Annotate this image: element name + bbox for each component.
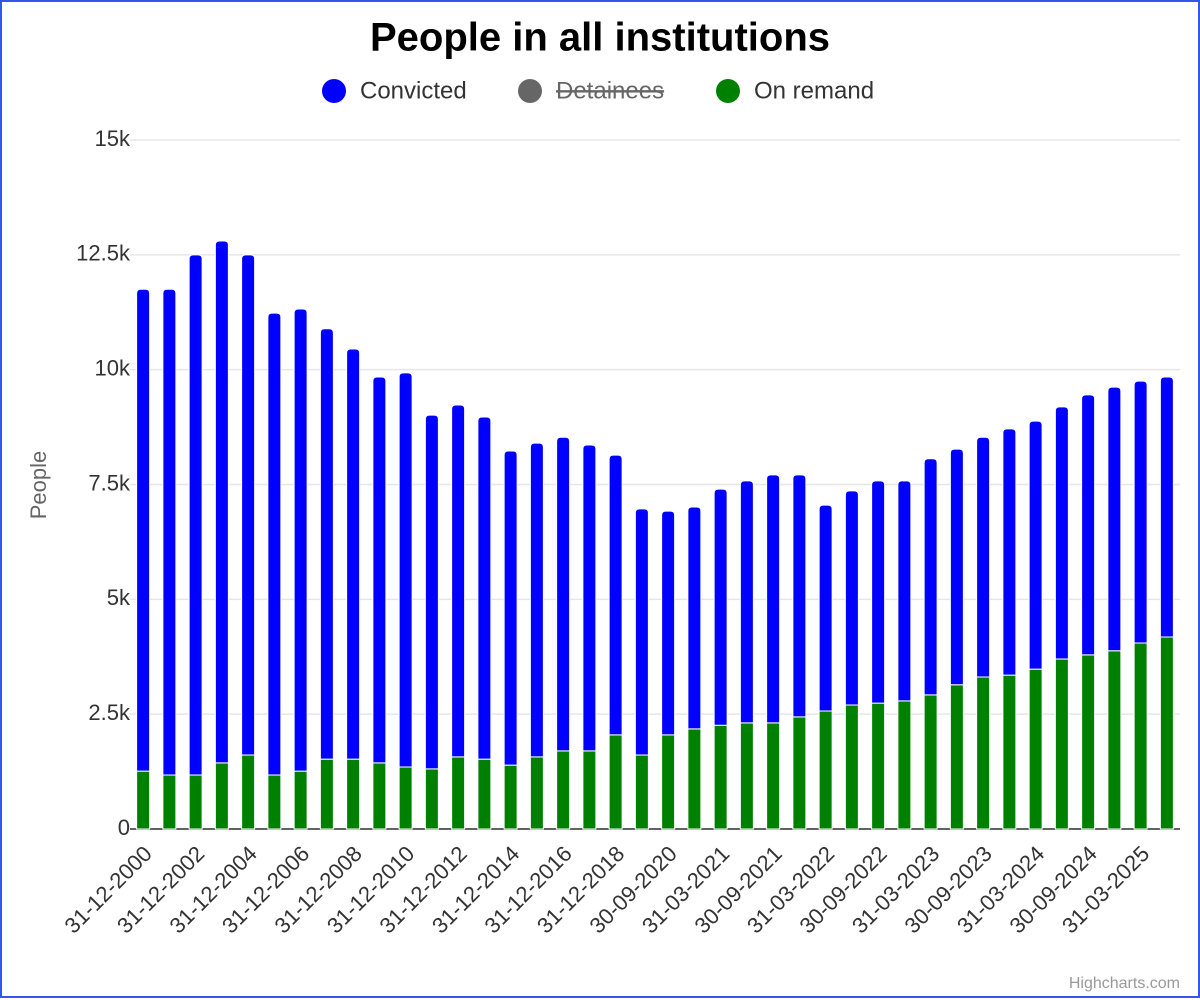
bar-segment — [188, 774, 203, 830]
bar-segment — [1081, 654, 1096, 830]
bar-segment — [582, 444, 597, 752]
legend-label: Convicted — [360, 77, 467, 104]
bar-segment — [372, 762, 387, 830]
bar-segment — [923, 458, 938, 696]
bar-segment — [739, 480, 754, 724]
bar-segment — [661, 734, 676, 830]
bar-segment — [949, 684, 964, 830]
bar-segment — [162, 774, 177, 830]
bar-segment — [661, 510, 676, 736]
bar-segment — [1002, 428, 1017, 676]
bar-segment — [556, 750, 571, 830]
bar-segment — [1107, 650, 1122, 830]
bar-segment — [844, 704, 859, 830]
bar-segment — [319, 758, 334, 830]
bar-segment — [687, 506, 702, 730]
chart-title: People in all institutions — [370, 16, 830, 60]
bar-segment — [1133, 642, 1148, 830]
bar-segment — [608, 454, 623, 736]
bar-segment — [687, 728, 702, 830]
bar-segment — [214, 762, 229, 830]
bar-segment — [136, 288, 151, 772]
bar-segment — [529, 756, 544, 830]
credits: Highcharts.com — [1069, 975, 1180, 992]
bar-segment — [739, 722, 754, 830]
bar-segment — [1054, 658, 1069, 830]
bar-segment — [293, 770, 308, 830]
bar-segment — [582, 750, 597, 830]
bar-segment — [346, 348, 361, 760]
bar-segment — [451, 756, 466, 830]
bar-segment — [634, 508, 649, 756]
bar-segment — [529, 442, 544, 758]
bar-segment — [188, 254, 203, 776]
bar-segment — [949, 448, 964, 686]
y-tick-label: 10k — [95, 355, 131, 380]
bar-segment — [792, 716, 807, 830]
bar-segment — [923, 694, 938, 830]
bar-segment — [1054, 406, 1069, 660]
bar-segment — [214, 240, 229, 764]
bar-segment — [1107, 386, 1122, 652]
bar-segment — [818, 504, 833, 712]
y-tick-label: 15k — [95, 126, 131, 151]
bar-segment — [871, 702, 886, 830]
legend-label: On remand — [754, 77, 874, 104]
bar-segment — [162, 288, 177, 776]
bar-segment — [1028, 420, 1043, 670]
legend-marker — [322, 79, 346, 103]
bar-segment — [634, 754, 649, 830]
bar-segment — [503, 450, 518, 766]
bar-segment — [1002, 674, 1017, 830]
bar-segment — [451, 404, 466, 758]
bar-segment — [398, 766, 413, 830]
legend-marker — [716, 79, 740, 103]
bar-segment — [346, 758, 361, 830]
bar-segment — [241, 254, 256, 756]
bar-segment — [556, 436, 571, 752]
y-axis-title: People — [26, 451, 51, 520]
bar-segment — [976, 436, 991, 678]
bar-segment — [766, 474, 781, 724]
legend-marker — [518, 79, 542, 103]
bar-segment — [372, 376, 387, 764]
bar-segment — [713, 488, 728, 726]
bar-segment — [766, 722, 781, 830]
bar-segment — [477, 758, 492, 830]
y-tick-label: 0 — [118, 815, 130, 840]
bar-segment — [792, 474, 807, 718]
bar-segment — [1028, 668, 1043, 830]
bar-segment — [608, 734, 623, 830]
legend-label: Detainees — [556, 77, 664, 104]
y-tick-label: 5k — [107, 585, 131, 610]
bar-segment — [398, 372, 413, 768]
bar-segment — [293, 308, 308, 772]
bar-segment — [424, 414, 439, 770]
y-tick-label: 12.5k — [76, 241, 131, 266]
bar-segment — [1159, 376, 1174, 638]
bar-segment — [713, 724, 728, 830]
bar-segment — [1133, 380, 1148, 644]
y-tick-label: 2.5k — [88, 700, 131, 725]
bar-segment — [319, 328, 334, 760]
bar-segment — [267, 312, 282, 776]
bar-segment — [1081, 394, 1096, 656]
bar-segment — [136, 770, 151, 830]
y-tick-label: 7.5k — [88, 470, 131, 495]
bar-segment — [897, 700, 912, 830]
bar-segment — [1159, 636, 1174, 830]
bar-segment — [871, 480, 886, 704]
bar-segment — [818, 710, 833, 830]
bar-segment — [267, 774, 282, 830]
bar-segment — [503, 764, 518, 830]
bar-segment — [976, 676, 991, 830]
bar-segment — [897, 480, 912, 702]
bar-segment — [241, 754, 256, 830]
bar-segment — [424, 768, 439, 830]
bar-segment — [844, 490, 859, 706]
bar-segment — [477, 416, 492, 760]
